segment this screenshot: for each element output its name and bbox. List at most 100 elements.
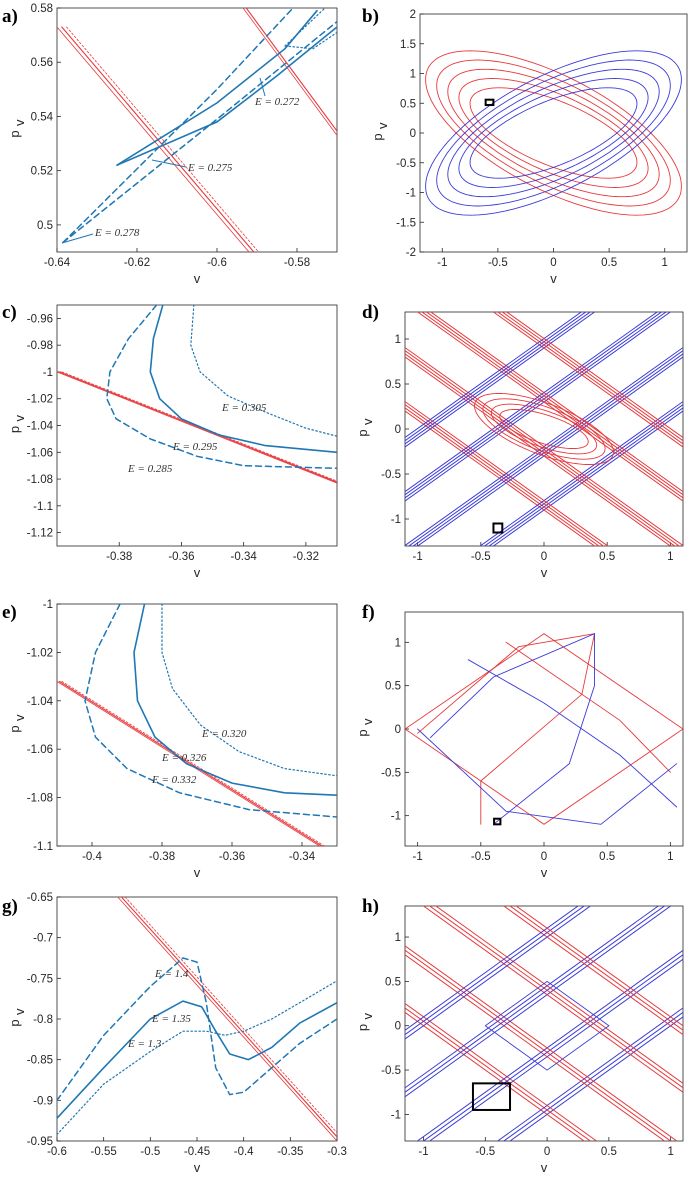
y-axis-label-subscript: v xyxy=(360,1013,375,1020)
y-tick-label: 1 xyxy=(395,637,401,649)
x-tick-label: -1 xyxy=(413,851,423,863)
unstable-manifold xyxy=(405,407,600,546)
plot-frame xyxy=(56,7,338,253)
unstable-manifold xyxy=(501,312,683,442)
y-tick-label: -1 xyxy=(43,599,53,611)
unstable-manifold xyxy=(447,68,660,198)
energy-label: E = 0.320 xyxy=(201,728,247,740)
x-tick-label: -0.45 xyxy=(184,1146,210,1158)
y-tick-label: -0.5 xyxy=(396,158,416,170)
y-tick-label: -1 xyxy=(391,1109,401,1121)
y-tick-label: -1.02 xyxy=(27,647,53,659)
y-axis-label-group: pv xyxy=(355,1013,375,1032)
curve-e-13 xyxy=(57,980,337,1136)
panel-c: -0.38 -0.36 -0.34 -0.32 -0.96 -0.98 -1 -1.02 -1.… xyxy=(2,302,338,580)
stable-manifold xyxy=(405,906,666,1093)
unstable-manifold xyxy=(405,353,676,546)
x-tick-label: -0.34 xyxy=(289,851,316,863)
y-tick-label: -1.04 xyxy=(27,696,54,708)
x-tick-label: 0.5 xyxy=(599,551,615,563)
x-tick-label: -0.5 xyxy=(475,1146,495,1158)
unstable-manifold xyxy=(429,312,683,493)
plot-area: E = 0.305 E = 0.295 E = 0.285 xyxy=(57,305,337,484)
energy-label: E = 0.285 xyxy=(127,463,173,475)
y-axis-label-group: pv xyxy=(355,718,375,737)
unstable-manifold xyxy=(469,87,638,179)
stable-manifold xyxy=(417,728,678,825)
unstable-manifold xyxy=(515,906,683,1027)
stable-manifold xyxy=(458,78,649,188)
manifold-line xyxy=(117,897,337,1141)
x-tick-label: -1 xyxy=(418,1146,428,1158)
x-tick-label: -0.64 xyxy=(44,257,71,269)
unstable-manifold xyxy=(502,906,683,1036)
panel-label: a) xyxy=(2,6,18,27)
y-tick-label: -0.96 xyxy=(27,313,53,325)
energy-pointer xyxy=(259,77,266,97)
curve-e-0326 xyxy=(133,604,337,796)
unstable-manifold xyxy=(505,641,671,773)
energy-pointer xyxy=(151,159,187,168)
unstable-manifold xyxy=(425,312,683,496)
y-tick-label: 1 xyxy=(395,334,401,346)
y-axis-label: p xyxy=(355,1024,370,1031)
panel-label: g) xyxy=(2,896,18,917)
x-tick-label: -1 xyxy=(437,257,447,269)
y-axis-label-subscript: v xyxy=(12,415,27,422)
curve-e-0305 xyxy=(190,305,337,437)
y-tick-label: 1.5 xyxy=(400,39,416,51)
plot-area xyxy=(405,906,683,1141)
y-tick-label: -2 xyxy=(406,247,416,259)
plot-frame xyxy=(419,13,688,253)
curve-e-0278 xyxy=(62,8,294,244)
x-tick-label: 0.5 xyxy=(601,1146,617,1158)
x-tick-label: 1 xyxy=(667,851,673,863)
y-axis-label-subscript: v xyxy=(375,122,390,129)
x-axis-label: v xyxy=(194,271,201,286)
x-tick-label: 0.5 xyxy=(599,851,615,863)
x-tick-label: 1 xyxy=(667,1146,673,1158)
x-tick-label: -0.55 xyxy=(91,1146,117,1158)
x-tick-label: -0.36 xyxy=(219,851,245,863)
x-tick-label: 1 xyxy=(662,257,668,269)
unstable-manifold xyxy=(405,404,605,546)
y-axis-label-subscript: v xyxy=(12,714,27,721)
y-tick-label: 0 xyxy=(395,424,401,436)
y-tick-label: -0.85 xyxy=(27,1055,53,1067)
y-tick-label: 0.52 xyxy=(31,166,53,178)
x-tick-label: -0.32 xyxy=(293,551,319,563)
panel-g: -0.6 -0.55 -0.5 -0.45 -0.4 -0.35 -0.3 -0.65 -0.7… xyxy=(2,892,347,1175)
curve-e-0332 xyxy=(84,604,337,818)
unstable-manifold xyxy=(436,59,671,207)
y-axis-label-group: pv xyxy=(355,418,375,437)
x-tick-label: -0.5 xyxy=(488,257,508,269)
x-tick-label: 0 xyxy=(541,551,547,563)
y-axis-label-group: pv xyxy=(370,122,390,141)
energy-label: E = 0.326 xyxy=(161,752,207,764)
curve-e-0272 xyxy=(284,8,326,47)
y-tick-label: -0.5 xyxy=(381,469,401,481)
plot-area: E = 0.320 E = 0.326 E = 0.332 xyxy=(57,604,337,846)
stable-manifold xyxy=(405,906,672,1098)
x-axis-label: v xyxy=(194,865,201,880)
x-tick-label: -0.4 xyxy=(82,851,102,863)
y-tick-label: -1 xyxy=(406,188,416,200)
curve-e-0285 xyxy=(106,305,337,470)
unstable-manifold xyxy=(405,346,683,546)
x-axis-label: v xyxy=(541,1160,548,1175)
zoom-box xyxy=(484,98,495,107)
y-axis-label: p xyxy=(7,130,22,137)
unstable-manifold xyxy=(428,906,683,1089)
manifold-line xyxy=(61,681,325,846)
unstable-manifold xyxy=(425,50,682,216)
unstable-manifold xyxy=(405,400,609,546)
manifold-line xyxy=(58,680,323,846)
stable-manifold xyxy=(469,87,638,179)
x-tick-label: -0.62 xyxy=(124,257,150,269)
y-tick-label: -0.95 xyxy=(27,1136,53,1148)
y-tick-label: -1.06 xyxy=(27,744,53,756)
x-tick-label: -0.34 xyxy=(231,551,258,563)
energy-label: E = 0.305 xyxy=(221,402,267,414)
unstable-manifold xyxy=(405,1002,598,1141)
